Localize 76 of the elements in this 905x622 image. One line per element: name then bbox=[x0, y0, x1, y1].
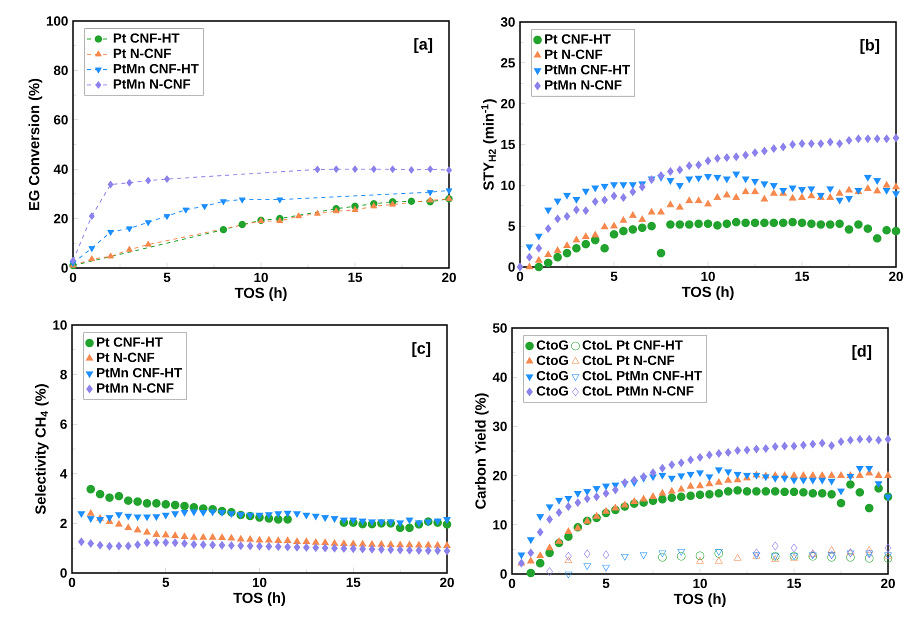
y-tick-label: 2 bbox=[60, 518, 67, 528]
y-axis-title: Carbon Yield (%) bbox=[474, 393, 489, 509]
legend-label: PtMn N-CNF bbox=[97, 383, 174, 393]
legend-label: CtoL PtMn CNF-HT bbox=[582, 370, 702, 380]
x-axis-title: TOS (h) bbox=[682, 286, 734, 300]
x-tick-label: 5 bbox=[602, 578, 610, 588]
x-tick-label: 5 bbox=[162, 578, 170, 588]
legend-label: PtMn CNF-HT bbox=[97, 368, 182, 378]
x-tick-label: 10 bbox=[693, 578, 707, 588]
legend-label: CtoL PtMn N-CNF bbox=[582, 386, 694, 396]
x-tick-label: 10 bbox=[254, 272, 268, 282]
y-tick-label: 100 bbox=[46, 16, 68, 26]
x-tick-label: 10 bbox=[701, 272, 715, 282]
legend-label: Pt CNF-HT bbox=[97, 337, 163, 347]
legend-label: PtMn CNF-HT bbox=[114, 64, 199, 74]
x-tick-label: 5 bbox=[164, 272, 170, 282]
y-tick-label: 50 bbox=[492, 323, 507, 333]
legend-label: CtoG bbox=[536, 386, 568, 396]
y-tick-label: 20 bbox=[500, 98, 515, 108]
y-tick-label: 0 bbox=[60, 568, 67, 578]
legend-label: PtMn CNF-HT bbox=[545, 64, 630, 74]
y-tick-label: 6 bbox=[60, 419, 67, 429]
y-tick-label: 25 bbox=[500, 58, 515, 68]
x-tick-label: 10 bbox=[252, 578, 266, 588]
y-tick-label: 0 bbox=[500, 569, 507, 579]
y-tick-label: 10 bbox=[53, 320, 67, 330]
annotation: [a] bbox=[414, 38, 432, 53]
y-tick-label: 10 bbox=[493, 520, 507, 530]
legend-label: CtoG bbox=[536, 340, 568, 350]
annotation: [c] bbox=[412, 342, 430, 358]
y-tick-label: 4 bbox=[60, 469, 68, 478]
y-tick-label: 40 bbox=[492, 372, 507, 382]
annotation: [d] bbox=[852, 345, 872, 360]
y-tick-label: 30 bbox=[500, 17, 515, 27]
x-axis-title: TOS (h) bbox=[234, 287, 287, 301]
x-tick-label: 20 bbox=[889, 272, 903, 282]
legend-label: PtMn N-CNF bbox=[114, 79, 190, 89]
y-tick-label: 10 bbox=[501, 180, 515, 190]
x-tick-label: 0 bbox=[516, 272, 524, 282]
x-axis-title: TOS (h) bbox=[233, 592, 286, 606]
legend-label: PtMn N-CNF bbox=[545, 80, 622, 90]
y-tick-label: 0 bbox=[508, 262, 515, 272]
y-tick-label: 15 bbox=[501, 140, 515, 150]
y-axis-title: STY$_{H2}$ (min$^{-1}$) bbox=[481, 99, 497, 190]
y-tick-label: 20 bbox=[54, 214, 68, 224]
x-tick-label: 5 bbox=[610, 272, 618, 282]
legend-label: Pt CNF-HT bbox=[545, 34, 611, 44]
x-tick-label: 0 bbox=[70, 272, 76, 282]
x-tick-label: 20 bbox=[442, 272, 456, 282]
legend-label: Pt CNF-HT bbox=[114, 33, 180, 43]
y-axis-title: EG Conversion (%) bbox=[28, 78, 42, 210]
legend-label: CtoL Pt N-CNF bbox=[582, 356, 674, 366]
legend-label: CtoL Pt CNF-HT bbox=[582, 340, 683, 350]
y-axis-title: Selectivity CH$_{4}$ (%) bbox=[34, 384, 49, 514]
x-axis-title: TOS (h) bbox=[674, 593, 726, 607]
y-tick-label: 0 bbox=[61, 263, 68, 273]
x-tick-label: 20 bbox=[881, 578, 895, 588]
y-tick-label: 40 bbox=[54, 164, 68, 174]
x-tick-label: 20 bbox=[440, 578, 454, 588]
annotation: [b] bbox=[860, 38, 880, 54]
x-tick-label: 15 bbox=[795, 272, 810, 282]
legend-label: Pt N-CNF bbox=[97, 352, 154, 362]
legend-label: Pt N-CNF bbox=[545, 50, 602, 60]
y-tick-label: 30 bbox=[492, 422, 507, 432]
x-tick-label: 15 bbox=[787, 578, 802, 588]
y-tick-label: 20 bbox=[492, 470, 507, 480]
y-tick-label: 80 bbox=[54, 66, 68, 76]
legend-label: Pt N-CNF bbox=[114, 48, 171, 58]
x-tick-label: 0 bbox=[68, 578, 76, 588]
x-tick-label: 15 bbox=[346, 578, 360, 588]
legend-label: CtoG bbox=[536, 356, 568, 366]
x-tick-label: 15 bbox=[348, 272, 362, 282]
y-tick-label: 5 bbox=[508, 222, 515, 231]
y-tick-label: 8 bbox=[60, 370, 67, 380]
legend-label: CtoG bbox=[536, 370, 568, 380]
y-tick-label: 60 bbox=[54, 115, 68, 125]
